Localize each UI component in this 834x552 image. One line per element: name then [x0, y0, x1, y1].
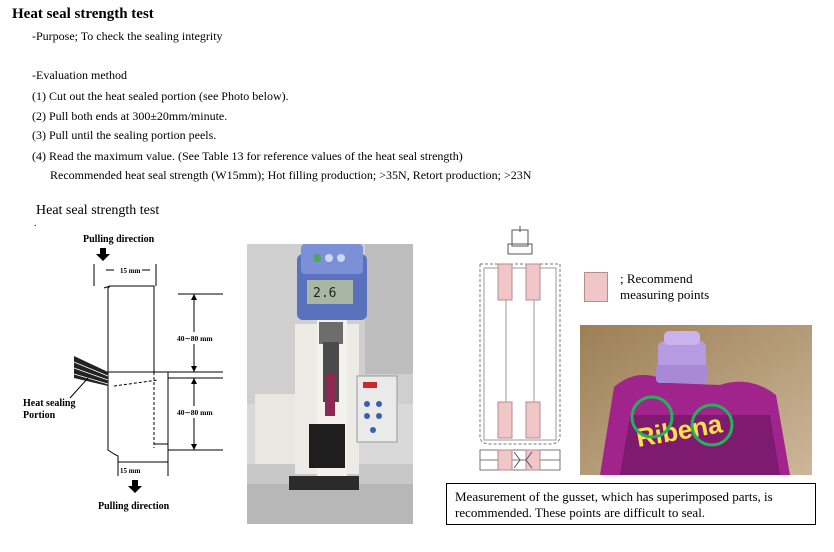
measure-circle-right — [690, 403, 734, 447]
step-2: (2) Pull both ends at 300±20mm/minute. — [32, 109, 228, 123]
measure-point-top-right — [525, 263, 541, 301]
heat-sealing-label-1: Heat sealing — [23, 398, 76, 409]
legend-line-2: measuring points — [620, 287, 710, 302]
step-1: (1) Cut out the heat sealed portion (see… — [32, 89, 289, 103]
gusset-note: Measurement of the gusset, which has sup… — [446, 483, 816, 525]
gauge-reading: 2.6 — [313, 286, 336, 301]
recommended-strength: Recommended heat seal strength (W15mm); … — [50, 168, 532, 182]
dimension-upper: 40∼80 mm — [177, 334, 213, 343]
measure-point-gusset-right — [525, 449, 541, 471]
legend-line-1: ; Recommend — [620, 271, 693, 286]
heat-sealing-label-2: Portion — [23, 410, 56, 421]
figure-dot: . — [34, 218, 37, 229]
step-4: (4) Read the maximum value. (See Table 1… — [32, 149, 463, 163]
diagram-top-label: Pulling direction — [83, 234, 155, 245]
measure-point-top-left — [497, 263, 513, 301]
product-photo: Ribena — [580, 325, 812, 475]
tester-photo: 2.6 — [247, 244, 413, 524]
measure-point-bottom-left — [497, 401, 513, 439]
width-bottom-label: 15 mm — [120, 467, 141, 475]
dimension-lower: 40∼80 mm — [177, 408, 213, 417]
seal-strip-diagram: Pulling direction 15 mm Heat sealing Por… — [23, 234, 228, 512]
width-top-label: 15 mm — [120, 267, 141, 275]
arrow-down-icon — [128, 480, 142, 493]
page-title: Heat seal strength test — [12, 6, 154, 22]
purpose-text: -Purpose; To check the sealing integrity — [32, 29, 223, 43]
measure-point-bottom-right — [525, 401, 541, 439]
measure-circle-left — [630, 395, 674, 439]
legend-text: ; Recommend measuring points — [620, 271, 709, 303]
arrow-up-icon — [96, 248, 110, 261]
evaluation-heading: -Evaluation method — [32, 68, 127, 82]
step-3: (3) Pull until the sealing portion peels… — [32, 128, 217, 142]
legend-swatch — [584, 272, 608, 302]
pouch-schematic — [479, 226, 561, 471]
figure-subtitle: Heat seal strength test — [36, 203, 160, 218]
diagram-bottom-label: Pulling direction — [98, 501, 170, 512]
measure-point-gusset-left — [497, 449, 513, 471]
